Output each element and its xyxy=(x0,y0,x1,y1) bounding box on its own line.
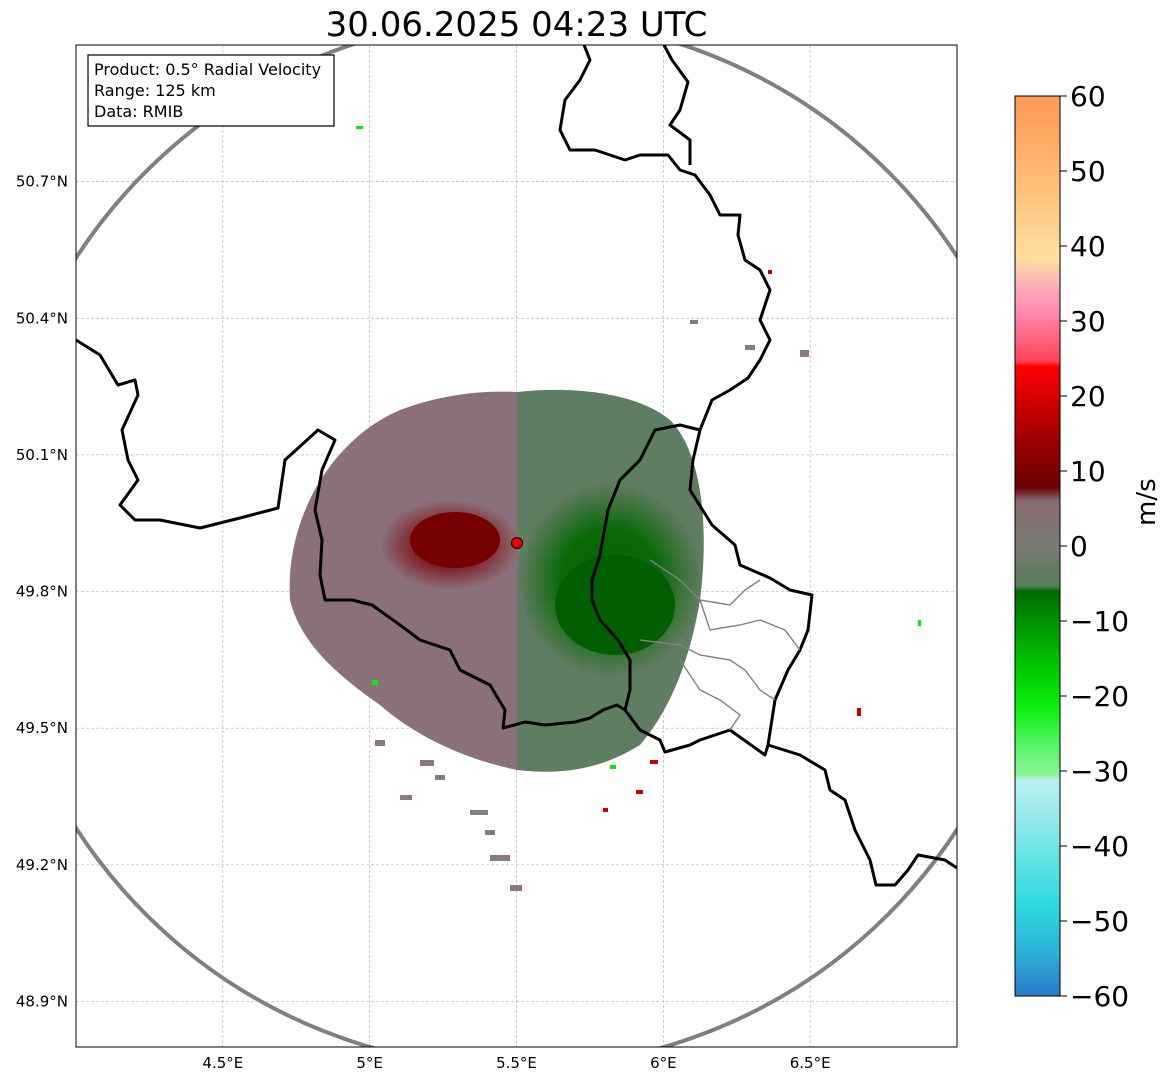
lon-tick-label: 4.5°E xyxy=(202,1054,243,1072)
lat-tick-label: 49.2°N xyxy=(16,856,68,874)
lat-tick-label: 50.4°N xyxy=(16,309,68,327)
colorbar-tick-label: 50 xyxy=(1070,155,1106,188)
colorbar-tick-label: 30 xyxy=(1070,305,1106,338)
colorbar-ticks: 60 50 40 30 20 10 0 −10 −20 −30 −40 −50 −60 xyxy=(1060,80,1129,1013)
lon-tick-label: 6°E xyxy=(650,1054,677,1072)
lon-tick-label: 5.5°E xyxy=(496,1054,537,1072)
radar-site-marker xyxy=(511,537,523,549)
lat-tick-label: 50.1°N xyxy=(16,446,68,464)
colorbar-tick-label: 40 xyxy=(1070,230,1106,263)
colorbar: 60 50 40 30 20 10 0 −10 −20 −30 −40 −50 −60 xyxy=(1014,80,1129,1013)
colorbar-gradient xyxy=(1014,95,1061,997)
colorbar-tick-label: −20 xyxy=(1070,680,1129,713)
longitude-labels: 4.5°E 5°E 5.5°E 6°E 6.5°E xyxy=(202,1054,830,1072)
info-box: Product: 0.5° Radial Velocity Range: 125… xyxy=(87,54,335,127)
info-product: Product: 0.5° Radial Velocity xyxy=(94,60,321,79)
colorbar-tick-label: −60 xyxy=(1070,980,1129,1013)
info-data-source: Data: RMIB xyxy=(94,102,183,121)
colorbar-tick-label: −40 xyxy=(1070,830,1129,863)
regional-borders xyxy=(639,559,801,731)
colorbar-tick-label: 60 xyxy=(1070,80,1106,113)
country-borders xyxy=(76,45,957,887)
lon-tick-label: 5°E xyxy=(356,1054,383,1072)
colorbar-tick-label: −10 xyxy=(1070,605,1129,638)
colorbar-tick-label: 0 xyxy=(1070,530,1088,563)
map-title: 30.06.2025 04:23 UTC xyxy=(325,5,708,45)
colorbar-tick-label: −30 xyxy=(1070,755,1129,788)
info-range: Range: 125 km xyxy=(94,81,216,100)
lat-tick-label: 48.9°N xyxy=(16,992,68,1010)
colorbar-label: m/s xyxy=(1132,478,1162,526)
lat-tick-label: 49.5°N xyxy=(16,719,68,737)
colorbar-tick-label: 20 xyxy=(1070,380,1106,413)
map-axes xyxy=(75,44,958,1048)
velocity-echoes xyxy=(289,126,921,891)
latitude-labels: 50.7°N 50.4°N 50.1°N 49.8°N 49.5°N 49.2°N 48.9… xyxy=(16,173,68,1011)
colorbar-tick-label: −50 xyxy=(1070,905,1129,938)
colorbar-tick-label: 10 xyxy=(1070,455,1106,488)
lat-tick-label: 50.7°N xyxy=(16,173,68,191)
lat-tick-label: 49.8°N xyxy=(16,583,68,601)
lon-tick-label: 6.5°E xyxy=(790,1054,831,1072)
